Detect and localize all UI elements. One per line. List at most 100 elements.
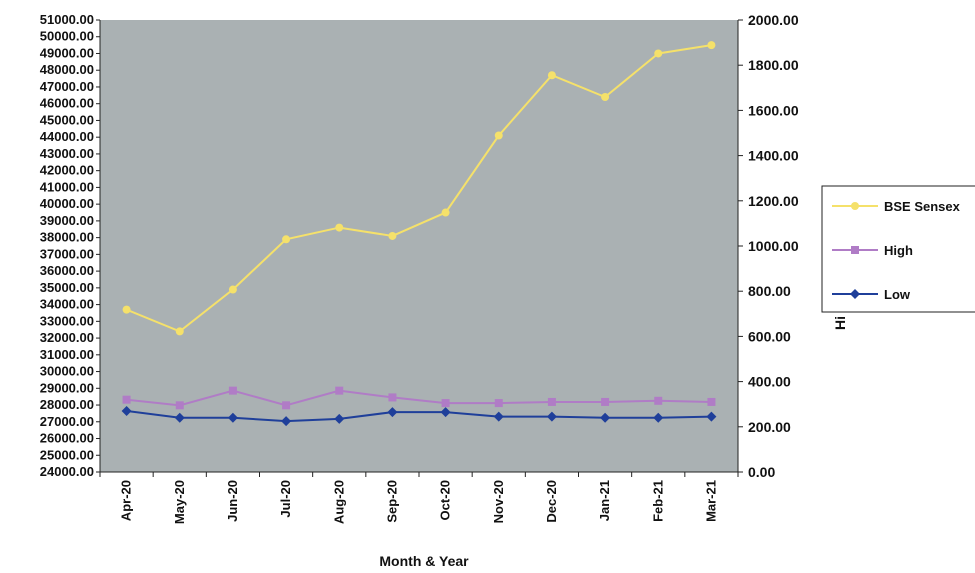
legend-label: High	[884, 243, 913, 258]
right-tick-label: 2000.00	[748, 12, 799, 28]
data-point	[228, 285, 237, 294]
data-point	[706, 411, 717, 422]
left-tick-label: 27000.00	[40, 414, 94, 429]
data-point	[601, 93, 610, 102]
data-point	[175, 401, 184, 410]
x-tick-label: Nov-20	[491, 480, 506, 523]
left-tick-label: 46000.00	[40, 96, 94, 111]
left-tick-label: 30000.00	[40, 364, 94, 379]
left-tick-label: 34000.00	[40, 297, 94, 312]
right-tick-label: 1400.00	[748, 148, 799, 164]
left-tick-label: 42000.00	[40, 163, 94, 178]
data-point	[122, 305, 131, 314]
data-point	[335, 223, 344, 232]
series-line	[126, 409, 712, 423]
right-tick-label: 1000.00	[748, 238, 799, 254]
x-tick-label: Sep-20	[384, 480, 399, 523]
data-point	[228, 386, 237, 395]
data-point	[440, 407, 451, 418]
x-tick-label: Oct-20	[438, 480, 453, 520]
x-tick-label: Jan-21	[597, 480, 612, 521]
left-tick-label: 28000.00	[40, 397, 94, 412]
left-tick-label: 41000.00	[40, 179, 94, 194]
left-tick-label: 44000.00	[40, 129, 94, 144]
left-tick-label: 33000.00	[40, 313, 94, 328]
series-low	[121, 405, 717, 427]
data-point	[547, 71, 556, 80]
left-tick-label: 48000.00	[40, 62, 94, 77]
x-axis: Apr-20 May-20 Jun-20 Jul-20 Aug-20 Sep-20 Oct-…	[99, 471, 739, 524]
right-tick-label: 200.00	[748, 419, 791, 435]
legend-label: Low	[884, 287, 911, 302]
legend-label: BSE Sensex	[884, 199, 961, 214]
data-point	[851, 246, 859, 254]
data-point	[654, 49, 663, 58]
data-point	[493, 411, 504, 422]
left-tick-label: 40000.00	[40, 196, 94, 211]
data-point	[600, 412, 611, 423]
data-point	[441, 208, 450, 217]
right-y-axis: 0.00 200.00 400.00 600.00 800.00 1000.00 1200.…	[737, 12, 799, 480]
right-tick-label: 1600.00	[748, 102, 799, 118]
x-axis-title: Month & Year	[379, 553, 469, 569]
left-tick-label: 38000.00	[40, 230, 94, 245]
data-point	[282, 401, 291, 410]
right-tick-label: 1800.00	[748, 57, 799, 73]
left-tick-label: 51000.00	[40, 12, 94, 27]
data-point	[653, 412, 664, 423]
left-tick-label: 45000.00	[40, 112, 94, 127]
data-point	[387, 407, 398, 418]
data-point	[227, 412, 238, 423]
data-point	[494, 399, 503, 408]
x-tick-label: Jun-20	[225, 480, 240, 522]
left-tick-label: 31000.00	[40, 347, 94, 362]
data-point	[335, 386, 344, 395]
series-line	[126, 389, 712, 407]
plot-area	[100, 20, 738, 472]
left-tick-label: 43000.00	[40, 146, 94, 161]
data-point	[282, 235, 291, 244]
left-tick-label: 49000.00	[40, 45, 94, 60]
left-tick-label: 36000.00	[40, 263, 94, 278]
left-tick-label: 25000.00	[40, 447, 94, 462]
data-point	[494, 131, 503, 140]
data-point	[441, 399, 450, 408]
left-tick-label: 35000.00	[40, 280, 94, 295]
data-point	[654, 396, 663, 405]
left-tick-label: 39000.00	[40, 213, 94, 228]
left-tick-label: 24000.00	[40, 464, 94, 479]
data-point	[175, 327, 184, 336]
data-point	[388, 393, 397, 402]
right-tick-label: 400.00	[748, 374, 791, 390]
series-layer	[121, 41, 717, 427]
x-tick-label: Apr-20	[119, 480, 134, 521]
data-point	[601, 397, 610, 406]
x-tick-label: Aug-20	[331, 480, 346, 524]
data-point	[547, 397, 556, 406]
x-tick-label: Mar-21	[703, 480, 718, 522]
left-tick-label: 32000.00	[40, 330, 94, 345]
data-point	[707, 397, 716, 406]
series-bse-sensex	[122, 41, 716, 336]
left-tick-label: 37000.00	[40, 246, 94, 261]
data-point	[850, 289, 860, 299]
data-point	[388, 231, 397, 240]
x-tick-label: May-20	[172, 480, 187, 524]
x-tick-label: Jul-20	[278, 480, 293, 518]
legend: BSE Sensex High Low	[821, 185, 975, 313]
series-high	[122, 386, 716, 410]
data-point	[334, 413, 345, 424]
right-tick-label: 1200.00	[748, 193, 799, 209]
right-tick-label: 0.00	[748, 464, 775, 480]
data-point	[851, 202, 859, 210]
right-y-axis-title: Hi	[832, 316, 848, 330]
right-tick-label: 800.00	[748, 283, 791, 299]
left-tick-label: 50000.00	[40, 29, 94, 44]
data-point	[174, 412, 185, 423]
right-tick-label: 600.00	[748, 328, 791, 344]
left-tick-label: 26000.00	[40, 431, 94, 446]
x-tick-label: Dec-20	[544, 480, 559, 523]
left-tick-label: 29000.00	[40, 380, 94, 395]
